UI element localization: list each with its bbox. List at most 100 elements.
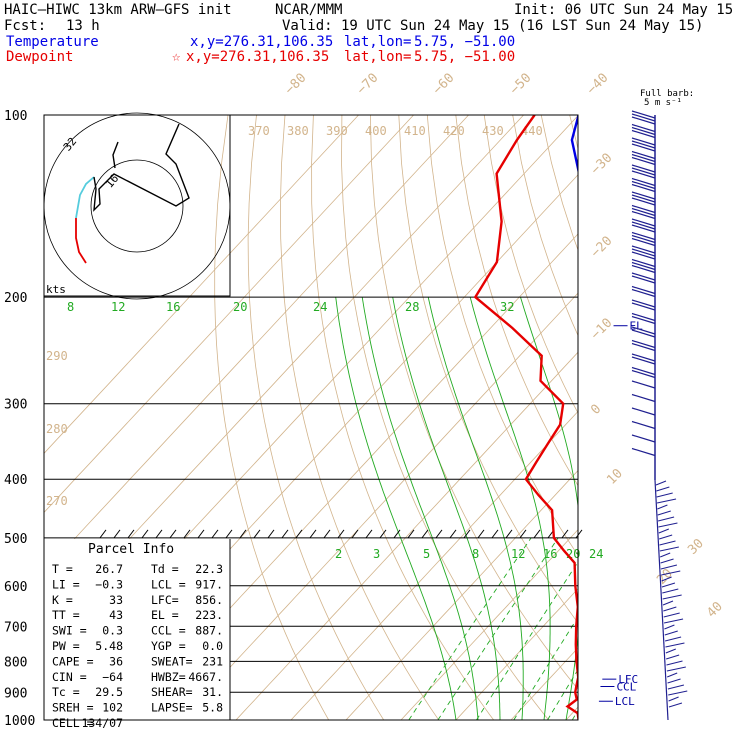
wind-barb [661, 576, 672, 582]
isotherm-line [621, 115, 740, 720]
parcel-info-cell: 22.3 [195, 562, 223, 576]
level-hatch-mark [239, 529, 247, 539]
dry-adiabat-line [512, 115, 578, 337]
wind-barb [631, 129, 656, 139]
parcel-info-cell: 36 [109, 654, 123, 668]
parcel-info-cell: 29.5 [95, 685, 123, 699]
wind-barb [631, 326, 656, 335]
mixing-ratio-line [476, 561, 578, 720]
level-hatch-mark [197, 529, 205, 539]
wind-barb [661, 570, 681, 576]
parcel-info-cell: 856. [195, 593, 223, 607]
wind-barb [631, 180, 656, 190]
moist-adiabat-label: 8 [67, 300, 74, 314]
temperature-latlon-label: lat,lon= [344, 34, 412, 50]
wind-barb [664, 630, 678, 636]
level-hatch-mark [533, 529, 541, 539]
wind-barb [658, 528, 669, 534]
parcel-info-cell: SHEAR= [151, 685, 193, 699]
wind-barb [631, 353, 656, 362]
moist-adiabat-line [335, 297, 457, 720]
dry-adiabat-line [214, 115, 330, 720]
isotherm-tick-label: 10 [604, 466, 626, 488]
moist-adiabat-label: 24 [313, 300, 327, 314]
wind-barb [631, 153, 656, 163]
dry-adiabat-line [426, 115, 578, 556]
wind-barb [661, 582, 676, 588]
level-hatch-mark [183, 529, 191, 539]
wind-barb [631, 126, 656, 136]
wind-barb [660, 552, 671, 558]
barb-key-line2: 5 m s⁻¹ [644, 98, 682, 108]
parcel-info-cell: 31. [202, 685, 223, 699]
wind-barb [631, 123, 656, 133]
parcel-info-cell: 223. [195, 608, 223, 622]
dewpoint-xy: x,y=276.31,106.35 [186, 49, 330, 65]
barb-key-line1: Full barb: [640, 89, 694, 99]
wind-barb [631, 342, 656, 352]
wind-barb [631, 110, 656, 119]
wind-barb [659, 546, 679, 552]
wind-barb [631, 275, 656, 284]
dry-adiabat-line [684, 115, 740, 720]
parcel-info-cell: −0.3 [95, 577, 123, 591]
parcel-info-cell: 231 [202, 654, 223, 668]
parcel-info-cell: SREH = [52, 701, 94, 715]
wind-barb [665, 642, 685, 648]
parcel-info-cell: 0.0 [202, 639, 223, 653]
wind-barb [631, 245, 656, 254]
dewpoint-profile [473, 115, 578, 720]
moist-adiabat-line [520, 296, 578, 720]
mixing-ratio-line [408, 537, 532, 720]
temperature-latlon: 5.75, −51.00 [414, 34, 516, 50]
dry-adiabat-line [370, 115, 578, 690]
model-title: HAIC–HIWC 13km ARW–GFS init [4, 2, 232, 18]
parcel-info-cell: CCL = [151, 624, 186, 638]
level-hatch-mark [491, 529, 499, 539]
parcel-info-cell: EL = [151, 608, 179, 622]
wind-barb [631, 302, 656, 311]
isotherm-line [676, 115, 740, 720]
parcel-info-cell: 43 [109, 608, 123, 622]
isotherm-line [400, 529, 578, 720]
wind-barb [657, 504, 668, 510]
mixing-ratio-label: 16 [543, 547, 557, 561]
parcel-info-cell: 917. [195, 577, 223, 591]
moist-adiabat-line [581, 297, 620, 720]
pressure-tick-label: 100 [4, 109, 27, 124]
wind-barb [657, 510, 671, 516]
mixing-ratio-line [437, 537, 559, 720]
wind-barb [631, 177, 656, 187]
wind-barb [631, 218, 656, 227]
wind-barb [631, 366, 656, 376]
wind-barb [660, 564, 678, 570]
wind-barb [667, 672, 678, 678]
theta-tick-label: 410 [404, 124, 426, 138]
level-hatch-mark [379, 529, 387, 539]
wind-barb [631, 434, 656, 443]
level-hatch-mark [351, 529, 359, 539]
forecast-hour: 13 h [66, 18, 100, 34]
wind-barb [631, 224, 656, 233]
wind-barb [631, 393, 656, 403]
parcel-info-cell: LI = [52, 577, 80, 591]
wind-barb [631, 231, 656, 241]
wind-barb [656, 498, 677, 504]
mixing-ratio-line [592, 538, 700, 720]
hodograph-inner-label: 16 [103, 172, 121, 191]
isotherm-tick-label: −80 [282, 71, 309, 98]
isotherm-line [455, 588, 578, 720]
isotherm-line [180, 292, 578, 720]
level-hatch-mark [113, 529, 121, 539]
parcel-info-title: Parcel Info [88, 542, 174, 557]
dewpoint-legend: Dewpoint [6, 49, 74, 65]
dry-adiabat-line [712, 115, 740, 720]
plot-frame [43, 114, 579, 721]
wind-barb [631, 288, 656, 298]
dry-adiabat-line [540, 115, 578, 252]
wind-barb [631, 164, 656, 173]
wind-barb [663, 612, 680, 618]
parcel-info-cell: LFC= [151, 593, 179, 607]
isotherm-tick-label: −40 [584, 71, 611, 98]
